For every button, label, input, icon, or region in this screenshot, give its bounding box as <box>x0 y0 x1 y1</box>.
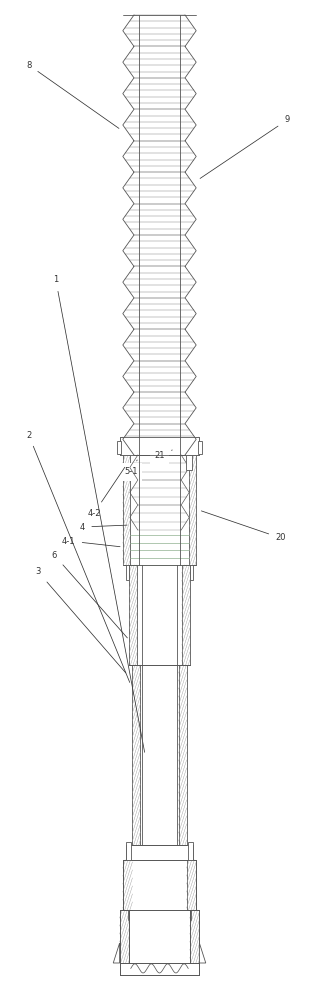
Bar <box>189 455 196 565</box>
Text: 2: 2 <box>26 430 130 682</box>
Bar <box>120 910 129 963</box>
Text: 21: 21 <box>154 450 172 460</box>
Bar <box>190 565 193 580</box>
Polygon shape <box>113 943 120 963</box>
Text: 3: 3 <box>36 568 126 673</box>
Text: 4-1: 4-1 <box>62 536 120 547</box>
Text: 4: 4 <box>80 522 127 532</box>
Bar <box>142 665 177 845</box>
Bar <box>198 441 202 454</box>
Text: 5-2: 5-2 <box>0 999 1 1000</box>
Polygon shape <box>199 943 206 963</box>
Bar <box>188 842 193 860</box>
Bar <box>187 860 196 910</box>
Bar <box>132 860 187 910</box>
Bar <box>126 845 193 860</box>
Bar <box>190 910 199 963</box>
Text: 6: 6 <box>52 550 127 638</box>
Text: 5-1: 5-1 <box>124 460 137 477</box>
Bar <box>120 437 123 455</box>
Bar <box>126 842 131 860</box>
Bar <box>117 441 121 454</box>
Bar <box>196 437 199 455</box>
Bar <box>182 565 190 665</box>
Bar <box>120 437 199 455</box>
Text: 8: 8 <box>26 60 119 128</box>
Bar <box>126 565 129 580</box>
Bar <box>123 455 130 565</box>
Bar <box>186 455 192 470</box>
Bar <box>179 665 187 845</box>
Bar <box>129 565 137 665</box>
Text: 1: 1 <box>53 275 145 752</box>
Bar <box>123 860 132 910</box>
Text: 5: 5 <box>0 999 1 1000</box>
Text: 20: 20 <box>201 511 286 542</box>
Bar <box>120 963 199 975</box>
Bar <box>132 665 140 845</box>
Text: 4-2: 4-2 <box>87 467 125 518</box>
Text: 9: 9 <box>200 115 290 178</box>
